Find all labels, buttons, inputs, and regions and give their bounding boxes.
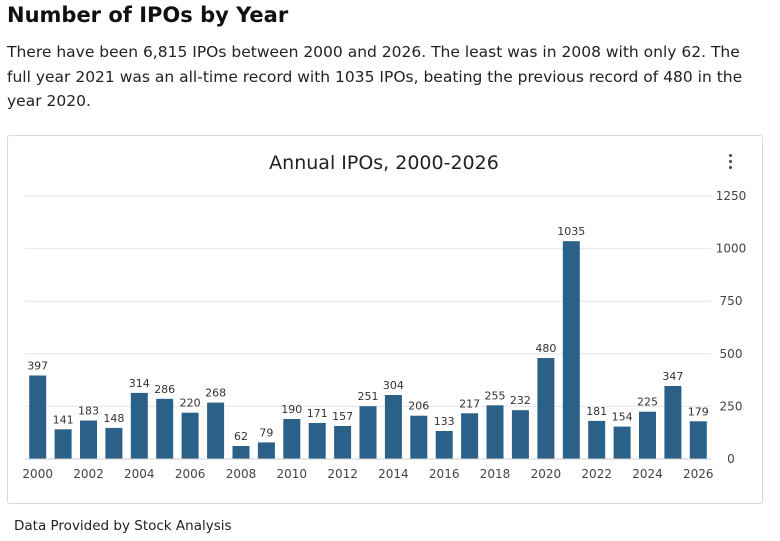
bar-2006 (181, 412, 199, 459)
y-tick-label: 1250 (716, 189, 747, 203)
y-tick-label: 1000 (716, 242, 747, 256)
bar-2013 (359, 406, 377, 459)
data-label-2004: 314 (129, 377, 150, 390)
x-tick-label: 2000 (22, 467, 53, 481)
bar-2008 (232, 446, 250, 459)
chart-menu-icon[interactable] (722, 150, 738, 172)
x-tick-label: 2022 (581, 467, 612, 481)
page-description: There have been 6,815 IPOs between 2000 … (7, 43, 743, 110)
chart-card: Annual IPOs, 2000-2026 0 250 500 750 1000 1250… (7, 135, 763, 504)
data-label-2021: 1035 (557, 225, 585, 238)
bar-2026 (689, 421, 707, 459)
bar-2020 (537, 358, 555, 459)
chart-title: Annual IPOs, 2000-2026 (269, 152, 499, 174)
data-label-2003: 148 (103, 412, 124, 425)
data-label-2025: 347 (662, 370, 683, 383)
bar-2012 (334, 426, 352, 459)
bar-2022 (588, 420, 606, 459)
bar-2001 (54, 429, 72, 459)
bar-2003 (105, 427, 123, 459)
data-label-2026: 179 (688, 405, 709, 418)
x-tick-label: 2006 (175, 467, 206, 481)
data-label-2006: 220 (180, 397, 201, 410)
x-tick-label: 2012 (327, 467, 358, 481)
bar-2000 (29, 375, 47, 459)
x-tick-label: 2016 (429, 467, 460, 481)
bar-2024 (639, 411, 656, 459)
page-title: Number of IPOs by Year (7, 3, 289, 27)
x-tick-label: 2010 (277, 467, 308, 481)
bar-2009 (257, 442, 275, 459)
x-tick-label: 2026 (683, 467, 714, 481)
data-label-2000: 397 (27, 360, 48, 373)
x-tick-label: 2024 (632, 467, 663, 481)
bar-2014 (384, 395, 402, 459)
x-tick-label: 2002 (73, 467, 104, 481)
x-tick-label: 2020 (531, 467, 562, 481)
y-tick-label: 250 (720, 399, 743, 413)
bar-2021 (562, 241, 580, 459)
bar-2004 (130, 392, 148, 459)
bar-2016 (435, 431, 453, 459)
data-label-2020: 480 (535, 342, 556, 355)
bar-2005 (156, 398, 174, 459)
data-label-2022: 181 (586, 405, 607, 418)
data-label-2001: 141 (53, 413, 74, 426)
data-label-2008: 62 (234, 430, 248, 443)
data-label-2005: 286 (154, 383, 175, 396)
data-label-2013: 251 (358, 390, 379, 403)
data-label-2007: 268 (205, 387, 226, 400)
bar-2010 (283, 419, 301, 459)
bar-2017 (461, 413, 479, 459)
y-tick-label: 500 (720, 347, 743, 361)
bar-2018 (486, 405, 504, 459)
x-tick-label: 2008 (226, 467, 257, 481)
data-label-2018: 255 (485, 389, 506, 402)
data-label-2019: 232 (510, 394, 531, 407)
bar-chart: Annual IPOs, 2000-2026 0 250 500 750 1000 1250… (22, 152, 747, 481)
x-tick-label: 2018 (480, 467, 511, 481)
y-tick-label: 750 (720, 294, 743, 308)
bar-2007 (207, 402, 225, 459)
bar-2025 (664, 386, 682, 459)
data-label-2014: 304 (383, 379, 404, 392)
bar-2023 (613, 426, 631, 459)
y-tick-label: 0 (727, 452, 735, 466)
x-tick-label: 2014 (378, 467, 409, 481)
data-label-2024: 225 (637, 396, 658, 409)
data-source-note: Data Provided by Stock Analysis (14, 518, 232, 534)
bar-2015 (410, 415, 428, 459)
data-label-2011: 171 (307, 407, 328, 420)
data-label-2002: 183 (78, 405, 99, 418)
data-label-2009: 79 (259, 426, 273, 439)
x-tick-label: 2004 (124, 467, 155, 481)
data-label-2015: 206 (408, 400, 429, 413)
bar-2011 (308, 423, 326, 459)
data-label-2017: 217 (459, 397, 480, 410)
data-label-2010: 190 (281, 403, 302, 416)
data-label-2023: 154 (612, 411, 633, 424)
data-label-2016: 133 (434, 415, 455, 428)
data-label-2012: 157 (332, 410, 353, 423)
bar-2019 (511, 410, 529, 459)
bar-2002 (80, 420, 97, 459)
